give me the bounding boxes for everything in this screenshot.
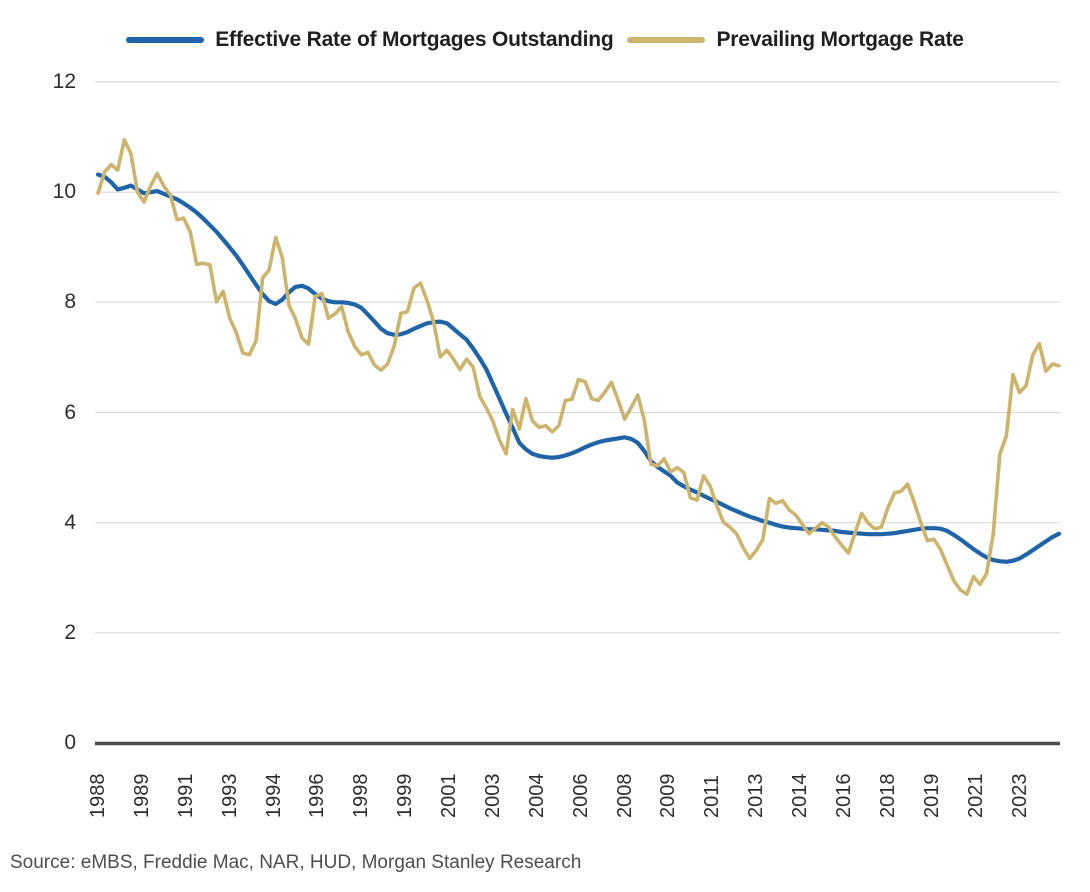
x-tick-label: 2008 — [613, 773, 636, 819]
y-tick-label: 6 — [64, 400, 76, 424]
x-tick-label: 1999 — [394, 773, 417, 819]
legend-item-effective-rate: Effective Rate of Mortgages Outstanding — [126, 28, 614, 52]
x-tick-label: 1994 — [262, 773, 285, 819]
x-tick-label: 1996 — [306, 773, 329, 819]
x-tick-label: 2011 — [701, 774, 724, 818]
legend-label-effective-rate: Effective Rate of Mortgages Outstanding — [215, 28, 614, 51]
x-tick-label: 1993 — [218, 773, 241, 819]
y-tick-label: 0 — [64, 731, 76, 754]
legend-label-prevailing-rate: Prevailing Mortgage Rate — [716, 28, 964, 51]
x-tick-label: 1991 — [174, 773, 197, 819]
series-line-0 — [95, 172, 1062, 564]
x-tick-label: 2014 — [789, 773, 812, 819]
x-tick-label: 1989 — [130, 773, 153, 819]
x-tick-label: 2016 — [833, 773, 855, 819]
x-tick-label: 2006 — [569, 773, 592, 819]
x-tick-label: 1988 — [87, 773, 109, 819]
y-tick-label: 2 — [64, 620, 76, 644]
x-tick-label: 2001 — [438, 773, 461, 819]
y-tick-label: 4 — [64, 510, 76, 534]
x-tick-label: 2013 — [745, 773, 768, 819]
x-tick-label: 2004 — [525, 773, 548, 819]
x-tick-label: 2018 — [876, 773, 899, 819]
x-tick-label: 2019 — [920, 773, 943, 819]
legend-line-swatch-effective-rate — [126, 37, 205, 43]
x-tick-label: 2003 — [481, 773, 504, 819]
x-tick-label: 2023 — [1008, 773, 1031, 819]
source-text: Source: eMBS, Freddie Mac, NAR, HUD, Mor… — [10, 852, 582, 873]
x-tick-label: 2009 — [657, 773, 680, 819]
chart-legend: Effective Rate of Mortgages Outstanding … — [0, 24, 1090, 56]
series-line-1 — [96, 138, 1061, 597]
y-tick-label: 8 — [64, 290, 76, 314]
x-tick-label: 1998 — [350, 773, 373, 819]
legend-line-swatch-prevailing-rate — [627, 37, 706, 43]
x-tick-label: 2021 — [964, 773, 987, 819]
y-tick-label: 10 — [52, 180, 76, 204]
legend-item-prevailing-rate: Prevailing Mortgage Rate — [627, 28, 964, 52]
y-tick-label: 12 — [52, 70, 76, 93]
